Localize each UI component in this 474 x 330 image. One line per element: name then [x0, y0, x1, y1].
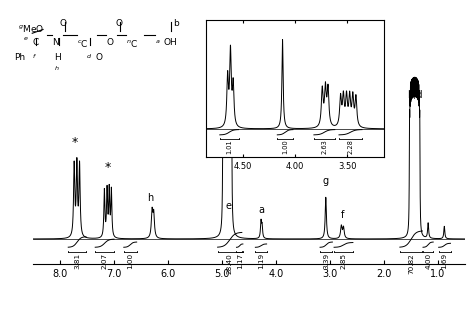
Text: O: O: [59, 19, 66, 28]
Text: 1.17: 1.17: [237, 253, 243, 269]
Text: 2.07: 2.07: [101, 253, 108, 269]
Text: $^f$: $^f$: [32, 53, 37, 62]
Text: 1.01: 1.01: [226, 140, 232, 154]
Text: H: H: [54, 53, 61, 62]
Text: O: O: [106, 38, 113, 47]
Text: *: *: [104, 161, 111, 174]
Text: $^e$: $^e$: [23, 36, 29, 45]
Text: b,d: b,d: [407, 90, 423, 100]
Text: 2.63: 2.63: [321, 140, 328, 154]
Text: 1.00: 1.00: [282, 140, 288, 154]
Text: $^d$: $^d$: [86, 53, 92, 62]
Text: O: O: [95, 53, 102, 62]
Text: a: a: [258, 205, 264, 215]
Text: 28.40: 28.40: [227, 253, 233, 274]
Text: 1.69: 1.69: [442, 253, 447, 269]
Text: $^h$: $^h$: [54, 66, 60, 75]
Text: Ph: Ph: [14, 53, 25, 62]
Text: $^n$C: $^n$C: [126, 38, 138, 49]
Text: $^g$MeO: $^g$MeO: [18, 23, 44, 34]
Text: $^c$C: $^c$C: [77, 38, 89, 49]
Text: 2.85: 2.85: [340, 253, 346, 269]
Text: *: *: [72, 136, 78, 149]
Text: f: f: [340, 210, 344, 219]
Text: h: h: [147, 193, 154, 203]
Text: b: b: [173, 19, 179, 28]
Text: C: C: [32, 38, 38, 47]
Text: 4.00: 4.00: [425, 253, 431, 269]
Text: 2.28: 2.28: [347, 140, 354, 154]
Text: N: N: [52, 38, 59, 47]
Text: 3.39: 3.39: [323, 253, 329, 269]
Text: $^a$: $^a$: [155, 38, 160, 47]
Text: OH: OH: [164, 38, 177, 47]
Text: 3.81: 3.81: [74, 253, 80, 269]
Text: 1.00: 1.00: [127, 253, 133, 269]
Text: 1.19: 1.19: [258, 253, 264, 269]
Text: g: g: [322, 176, 328, 186]
Text: c: c: [219, 81, 225, 90]
Text: O: O: [115, 19, 122, 28]
Text: 70.82: 70.82: [408, 253, 414, 274]
Text: e: e: [225, 201, 231, 211]
